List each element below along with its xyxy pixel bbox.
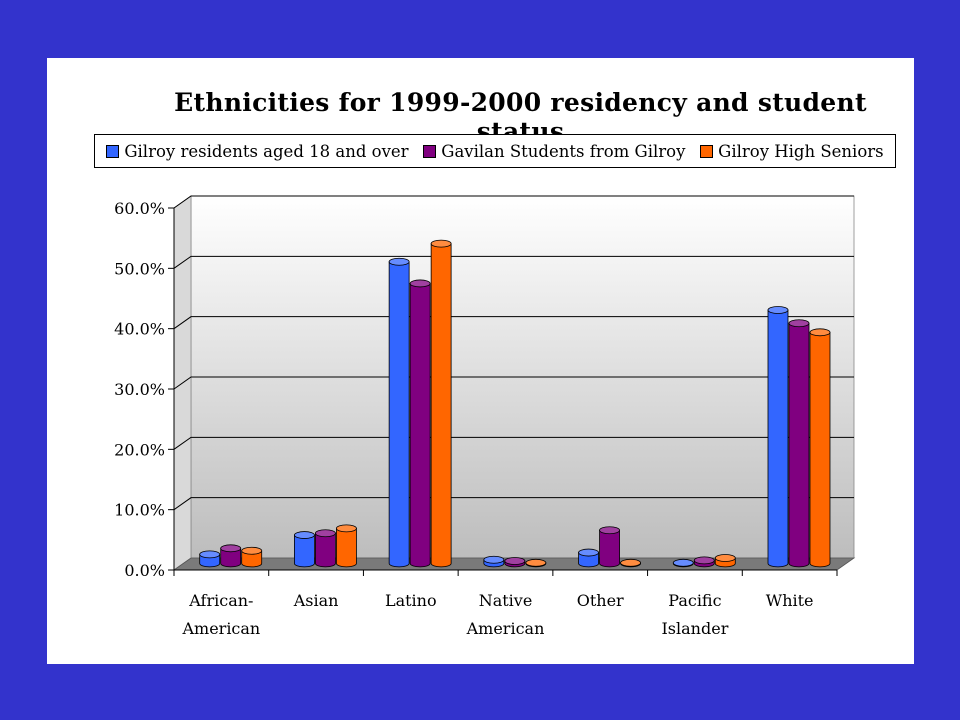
legend-item-residents: Gilroy residents aged 18 and over <box>106 141 409 161</box>
bar-gavilan-top <box>504 557 526 565</box>
slide-panel: Ethnicities for 1999-2000 residency and … <box>47 58 914 664</box>
bar-seniors-top <box>430 239 452 248</box>
legend-swatch-gavilan <box>423 144 437 158</box>
bar-seniors-top <box>525 558 547 567</box>
bar-seniors-top <box>336 524 357 533</box>
bar-seniors-body <box>809 331 831 568</box>
bar-residents-top <box>672 558 694 567</box>
legend-label-seniors: Gilroy High Seniors <box>718 141 884 161</box>
y-tick-label: 60.0% <box>114 199 165 218</box>
x-category-label: Islander <box>661 619 728 638</box>
y-tick-label: 20.0% <box>114 440 165 459</box>
bar-gavilan-top <box>315 529 336 538</box>
x-category-label: American <box>181 619 260 638</box>
bar-gavilan-top <box>220 544 242 553</box>
bar-residents-body <box>388 261 410 568</box>
bar-seniors-body <box>430 243 452 568</box>
bar-residents-body <box>294 534 315 568</box>
bar-seniors-top <box>620 558 641 567</box>
bar-seniors-body <box>241 550 263 568</box>
gridline <box>173 376 854 390</box>
bar-gavilan-top <box>693 556 715 565</box>
x-category-label: Pacific <box>668 591 721 610</box>
x-category-label: American <box>466 619 545 638</box>
bar-seniors-top <box>809 328 831 337</box>
x-category-label: Native <box>479 591 533 610</box>
gridline <box>173 255 854 269</box>
legend-label-gavilan: Gavilan Students from Gilroy <box>441 141 686 161</box>
chart-title: Ethnicities for 1999-2000 residency and … <box>174 88 867 146</box>
x-category-label: Asian <box>293 591 339 610</box>
y-tick-label: 30.0% <box>114 380 165 399</box>
bar-gavilan-body <box>315 532 336 568</box>
x-category-label: African- <box>188 591 253 610</box>
bar-gavilan-body <box>409 283 431 568</box>
legend-item-seniors: Gilroy High Seniors <box>700 141 884 161</box>
bar-seniors-body <box>336 528 357 568</box>
y-tick-label: 0.0% <box>124 561 165 580</box>
bar-residents-top <box>294 531 315 539</box>
y-tick-label: 50.0% <box>114 259 165 278</box>
chart-legend: Gilroy residents aged 18 and over Gavila… <box>94 134 896 168</box>
y-tick-label: 10.0% <box>114 501 165 520</box>
legend-item-gavilan: Gavilan Students from Gilroy <box>423 142 685 161</box>
gridline <box>173 195 854 209</box>
bar-chart: 0.0% 10.0% 20.0% 30.0% 40.0% 50.0% 60.0% Africa… <box>114 195 856 638</box>
bar-gavilan-top <box>599 526 620 535</box>
bar-residents-top <box>199 550 221 559</box>
bar-gavilan-body <box>788 322 810 568</box>
x-category-label: White <box>766 591 814 610</box>
bar-residents-top <box>767 306 789 314</box>
gridline <box>173 436 854 450</box>
bar-seniors-top <box>241 546 263 555</box>
x-category-label: Latino <box>385 591 437 610</box>
legend-label-residents: Gilroy residents aged 18 and over <box>124 141 409 161</box>
legend-swatch-seniors <box>700 144 714 158</box>
gridline <box>173 497 854 511</box>
bar-gavilan-top <box>788 319 810 328</box>
bar-residents-body <box>578 552 599 568</box>
bar-residents-body <box>767 309 789 568</box>
bar-gavilan-top <box>409 279 431 288</box>
bar-residents-top <box>578 548 599 557</box>
y-tick-label: 40.0% <box>114 320 165 339</box>
legend-swatch-residents <box>106 144 120 158</box>
bar-gavilan-body <box>220 547 242 568</box>
bar-gavilan-body <box>599 529 620 568</box>
x-category-label: Other <box>577 591 624 610</box>
gridline <box>173 316 854 330</box>
bar-residents-top <box>388 257 410 266</box>
bar-seniors-top <box>714 554 736 562</box>
bar-residents-top <box>483 555 505 564</box>
